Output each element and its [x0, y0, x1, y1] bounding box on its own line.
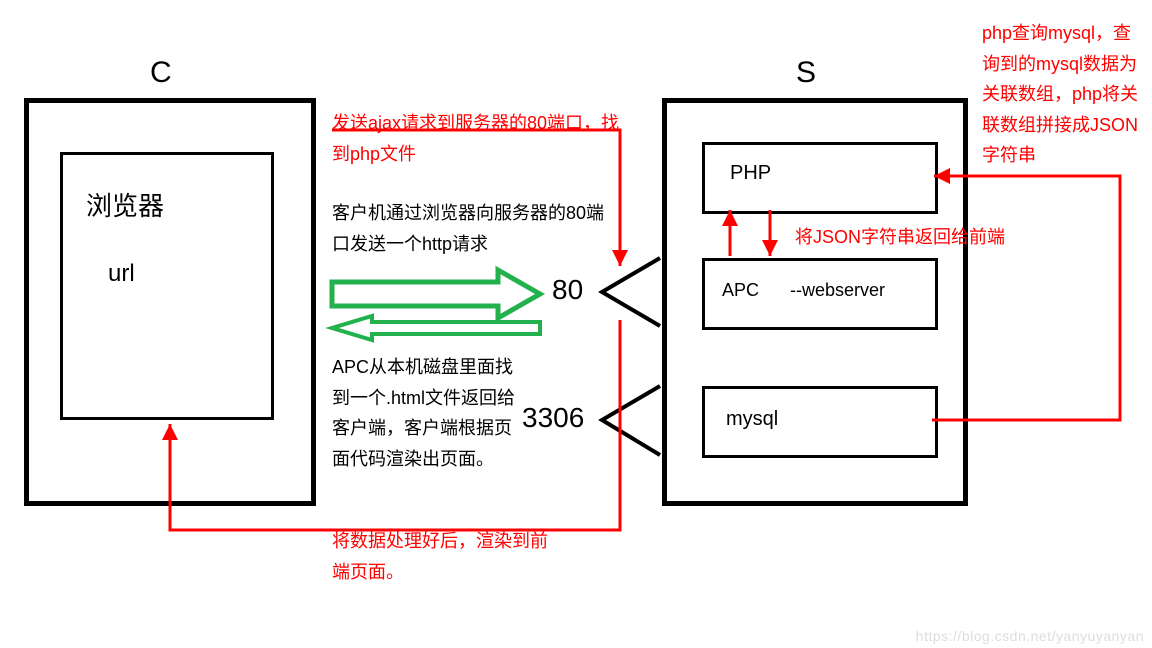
note-render: 将数据处理好后，渲染到前端页面。: [332, 526, 562, 587]
port-3306-label: 3306: [522, 402, 584, 434]
note-json-return: 将JSON字符串返回给前端: [795, 222, 1015, 253]
green-arrow-left: [332, 316, 540, 340]
green-arrow-right: [332, 270, 540, 318]
bracket-to-80: [602, 258, 660, 326]
bracket-to-3306: [602, 386, 660, 455]
server-title: S: [796, 56, 816, 90]
note-ajax: 发送ajax请求到服务器的80端口，找到php文件: [332, 108, 622, 169]
note-apc: APC从本机磁盘里面找到一个.html文件返回给客户端，客户端根据页面代码渲染出…: [332, 352, 522, 474]
client-title: C: [150, 56, 172, 90]
port-80-label: 80: [552, 274, 583, 306]
note-php-mysql: php查询mysql，查询到的mysql数据为关联数组，php将关联数组拼接成J…: [982, 18, 1142, 171]
browser-label: 浏览器: [86, 186, 164, 223]
server-php-label: PHP: [730, 162, 771, 185]
server-apc-label-left: APC: [722, 280, 759, 301]
note-http: 客户机通过浏览器向服务器的80端口发送一个http请求: [332, 198, 622, 259]
watermark: https://blog.csdn.net/yanyuyanyan: [916, 628, 1144, 644]
server-apc-label-right: --webserver: [790, 280, 885, 301]
url-label: url: [108, 260, 135, 288]
server-mysql-label: mysql: [726, 408, 778, 431]
